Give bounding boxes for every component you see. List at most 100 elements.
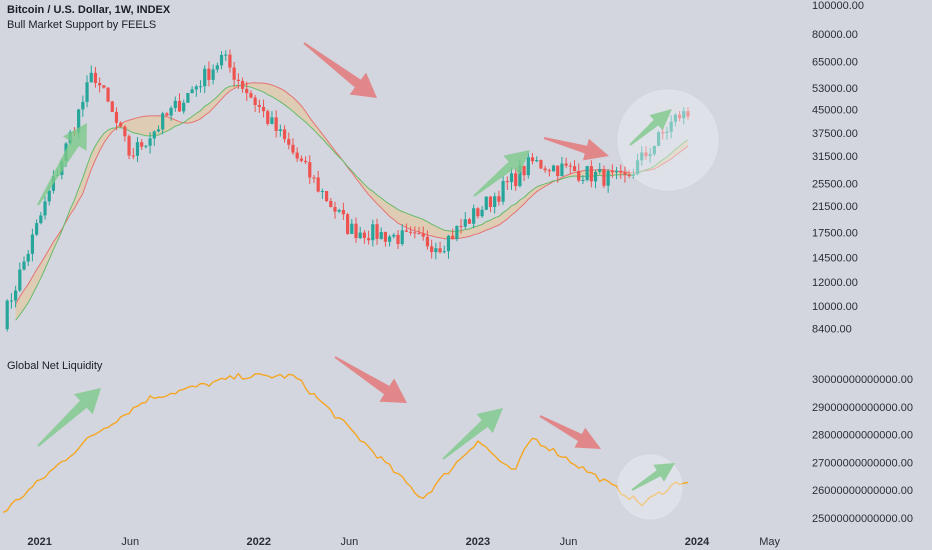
- candle: [198, 86, 203, 88]
- candle: [598, 169, 602, 172]
- candle: [219, 54, 224, 66]
- candle: [572, 166, 577, 172]
- price-tick-8: 21500.00: [812, 201, 858, 213]
- candle: [9, 300, 14, 302]
- price-tick-0: 100000.00: [812, 0, 864, 12]
- candle: [35, 223, 39, 235]
- candle: [245, 88, 249, 94]
- candle: [543, 168, 547, 171]
- candle: [455, 225, 459, 240]
- time-tick-2: 2022: [247, 536, 271, 548]
- candle: [177, 100, 182, 112]
- candle: [127, 136, 131, 156]
- candle: [140, 142, 144, 147]
- candle: [388, 236, 392, 242]
- candle: [530, 157, 535, 162]
- candle: [677, 114, 682, 119]
- arrow-up: [473, 150, 530, 197]
- candle: [417, 233, 421, 235]
- candle: [106, 87, 110, 102]
- price-tick-10: 14500.00: [812, 252, 858, 264]
- candle: [358, 232, 362, 239]
- candle: [291, 144, 295, 153]
- candle: [614, 170, 619, 173]
- candle: [514, 173, 518, 187]
- candle: [644, 152, 648, 157]
- liquidity-tick-1: 29000000000000.00: [812, 402, 913, 414]
- arrow-up: [631, 463, 675, 491]
- candle: [505, 181, 509, 183]
- liquidity-title: Global Net Liquidity: [7, 360, 103, 372]
- candle: [119, 122, 123, 127]
- candle: [194, 86, 198, 90]
- candle: [110, 101, 114, 112]
- candle: [308, 162, 312, 178]
- price-tick-12: 10000.00: [812, 301, 858, 313]
- arrow-up: [629, 109, 672, 146]
- price-tick-9: 17500.00: [812, 228, 858, 240]
- candle: [404, 230, 409, 232]
- liquidity-line: [2, 372, 689, 514]
- time-tick-1: Jun: [121, 536, 139, 548]
- price-tick-2: 65000.00: [812, 56, 858, 68]
- candle: [640, 152, 644, 161]
- candle: [316, 177, 320, 192]
- candle: [581, 180, 585, 182]
- arrow-up: [37, 388, 101, 447]
- candle: [476, 208, 480, 217]
- candle: [686, 111, 690, 117]
- candle: [623, 172, 627, 175]
- price-tick-7: 25500.00: [812, 179, 858, 191]
- price-tick-4: 45000.00: [812, 104, 858, 116]
- candle: [463, 219, 467, 227]
- candle: [434, 248, 438, 253]
- candle: [186, 92, 190, 103]
- candle: [425, 236, 430, 247]
- candle: [648, 154, 652, 157]
- candle: [547, 170, 551, 172]
- candle: [203, 68, 207, 87]
- candle: [299, 158, 303, 161]
- candle: [98, 82, 102, 86]
- candle: [93, 72, 98, 83]
- candle: [593, 171, 598, 182]
- candle: [5, 300, 9, 330]
- liquidity-tick-3: 27000000000000.00: [812, 457, 913, 469]
- candle: [161, 113, 165, 130]
- candle: [43, 201, 47, 216]
- candle: [631, 174, 635, 176]
- candle: [610, 170, 614, 173]
- time-tick-3: Jun: [341, 536, 359, 548]
- time-tick-7: May: [759, 536, 780, 548]
- arrow-down: [543, 137, 609, 161]
- candle: [22, 261, 26, 270]
- candle: [26, 253, 30, 262]
- candle: [619, 170, 623, 173]
- candle: [14, 290, 18, 301]
- candle: [39, 215, 43, 224]
- candle: [421, 233, 425, 237]
- candle: [383, 231, 388, 242]
- candle: [459, 225, 463, 227]
- candle: [551, 165, 556, 172]
- candle: [577, 171, 581, 181]
- candle: [207, 68, 211, 80]
- candle: [173, 100, 177, 108]
- candle: [518, 166, 522, 187]
- candle: [396, 234, 400, 244]
- price-tick-6: 31500.00: [812, 151, 858, 163]
- candle: [240, 80, 245, 89]
- candle: [509, 173, 514, 183]
- candle: [652, 145, 656, 155]
- arrow-up: [37, 123, 87, 206]
- candle: [585, 166, 589, 181]
- candle: [673, 114, 677, 122]
- candle: [236, 79, 240, 81]
- candle: [345, 214, 350, 234]
- liquidity-tick-4: 26000000000000.00: [812, 485, 913, 497]
- candle: [606, 170, 610, 186]
- candle: [589, 166, 593, 182]
- candle: [568, 165, 572, 167]
- candle: [324, 191, 329, 202]
